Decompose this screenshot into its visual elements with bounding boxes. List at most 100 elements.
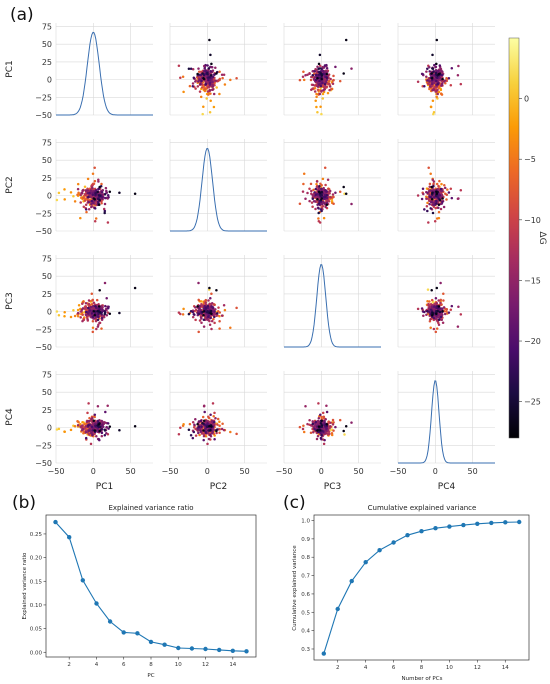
scatter-point [309,182,313,186]
scatter-point [442,292,445,295]
scatter-point [197,307,201,310]
scatter-point [325,193,329,197]
scatter-point [91,299,94,302]
scatter-point [210,312,213,316]
scatter-point [439,67,442,70]
scatter-point [192,430,196,434]
scatter-point [86,177,90,181]
scatter-point [204,434,208,438]
scatter-point [207,299,210,302]
scatter-point [314,207,317,211]
scatter-point [313,424,317,428]
scatter-point [201,112,204,116]
scatter-point [91,330,95,334]
scatter-point [98,185,101,189]
scatter-point [97,180,100,183]
scatter-point [103,209,107,213]
y-tick-label: −50 [35,227,52,236]
scatter-point [323,88,326,91]
scatter-point [223,308,227,312]
scatter-point [79,216,82,220]
scatter-point [320,77,323,81]
scatter-point [321,411,325,415]
scatter-point [208,89,212,92]
scatter-point [87,432,91,436]
scatter-point [202,73,206,77]
scatter-point [91,191,94,195]
scatter-point [325,66,329,70]
scatter-point [118,311,121,315]
scatter-point [342,185,345,189]
scatter-point [93,197,96,201]
scatter-point [459,188,463,192]
scatter-point [76,420,79,423]
scatter-point [326,91,330,95]
scatter-point [181,424,185,428]
scatter-point [177,432,181,436]
scatter-point [83,422,86,426]
scatter-point [308,199,311,203]
scatter-point [102,207,106,211]
scatter-point [433,78,436,81]
pair-cell-pc4-pc4: −50 0 50 PC4 [390,371,495,492]
scatter-point [316,65,319,69]
scatter-point [194,306,197,309]
scatter-point [311,205,314,208]
scatter-point [202,434,206,438]
scatter-point [317,202,321,205]
y-tick-label: −50 [35,111,52,120]
scatter-point [320,415,323,419]
scatter-point [207,415,210,418]
scatter-point [220,427,224,431]
scatter-point [325,78,329,81]
scatter-point [200,321,203,324]
scatter-point [317,73,321,76]
scatter-point [81,196,85,199]
scatter-point [104,186,108,190]
y-tick-label: −25 [35,209,52,218]
scatter-point [100,202,103,205]
scatter-point [310,88,313,92]
scatter-point [314,99,317,103]
scatter-point [194,434,198,437]
scatter-point [57,191,61,195]
scatter-point [457,305,460,309]
y-tick-label: 0.10 [30,603,43,609]
scatter-point [302,182,305,186]
scatter-point [429,195,433,199]
scatter-point [106,404,109,408]
scatter-point [197,330,200,334]
scatter-point [321,204,325,208]
scatter-point [439,88,443,92]
scatter-point [194,427,197,431]
scatter-point [416,307,420,311]
scatter-point [209,53,212,57]
scatter-point [320,419,323,422]
scatter-point [196,422,199,426]
scatter-point [342,429,345,433]
scatter-point [182,307,185,311]
scatter-point [311,73,315,77]
scatter-point [426,209,429,213]
scatter-point [101,308,104,312]
scatter-point [209,79,212,82]
scatter-point [214,308,217,311]
scatter-point [197,67,200,70]
scatter-point [83,193,87,197]
scatter-point [318,53,322,57]
scatter-point [425,313,428,317]
scatter-point [209,316,212,320]
scatter-point [210,327,213,331]
scatter-point [192,76,196,80]
scatter-point [92,301,96,305]
scatter-point [97,315,100,319]
scatter-point [214,66,217,69]
scatter-point [215,72,218,75]
scatter-point [450,304,454,308]
column-label: PC1 [96,482,113,492]
scatter-point [191,315,195,319]
scatter-point [93,413,97,416]
scatter-point [118,429,121,432]
scatter-point [443,79,447,82]
scatter-point [87,424,90,427]
